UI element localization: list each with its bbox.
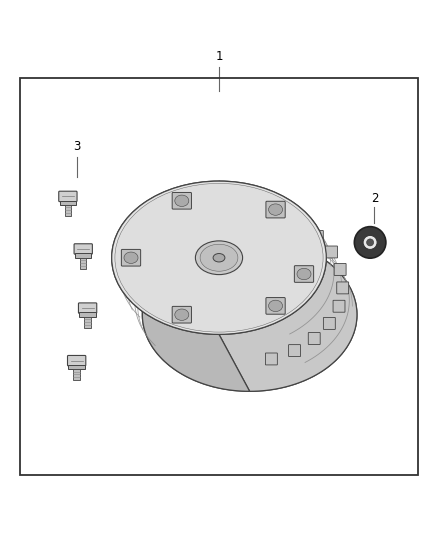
Ellipse shape (167, 221, 271, 295)
FancyBboxPatch shape (293, 218, 304, 230)
Ellipse shape (124, 252, 138, 263)
FancyBboxPatch shape (311, 230, 323, 243)
Ellipse shape (268, 300, 283, 312)
Ellipse shape (195, 241, 243, 274)
FancyBboxPatch shape (337, 282, 349, 294)
FancyBboxPatch shape (323, 318, 336, 329)
Ellipse shape (205, 248, 233, 268)
Bar (74, 369, 80, 381)
Ellipse shape (200, 244, 238, 271)
FancyBboxPatch shape (170, 215, 182, 227)
Ellipse shape (197, 242, 241, 273)
FancyBboxPatch shape (266, 201, 285, 218)
Text: 2: 2 (371, 192, 378, 205)
FancyBboxPatch shape (59, 191, 77, 201)
Ellipse shape (152, 210, 286, 305)
Ellipse shape (112, 181, 326, 334)
FancyBboxPatch shape (308, 333, 320, 344)
FancyBboxPatch shape (219, 203, 231, 215)
FancyBboxPatch shape (194, 207, 205, 219)
Ellipse shape (214, 254, 224, 261)
FancyBboxPatch shape (334, 263, 346, 276)
Ellipse shape (363, 236, 377, 249)
FancyBboxPatch shape (294, 265, 314, 282)
Bar (80, 257, 86, 269)
Text: 1: 1 (215, 50, 223, 63)
Polygon shape (75, 253, 92, 257)
FancyBboxPatch shape (289, 345, 300, 357)
Bar (65, 205, 71, 216)
Polygon shape (79, 312, 96, 317)
Polygon shape (60, 201, 76, 205)
Ellipse shape (175, 309, 189, 320)
Ellipse shape (189, 237, 249, 279)
Ellipse shape (142, 238, 357, 391)
Bar (85, 317, 91, 328)
Polygon shape (112, 181, 250, 391)
FancyBboxPatch shape (150, 227, 162, 239)
Ellipse shape (130, 194, 308, 321)
Text: 3: 3 (73, 140, 80, 152)
Ellipse shape (209, 251, 229, 264)
Ellipse shape (159, 215, 279, 300)
Ellipse shape (212, 253, 226, 263)
Ellipse shape (213, 254, 225, 262)
Ellipse shape (204, 247, 234, 268)
FancyBboxPatch shape (78, 303, 97, 313)
Ellipse shape (268, 204, 283, 215)
Ellipse shape (354, 227, 386, 258)
FancyBboxPatch shape (67, 356, 86, 366)
FancyBboxPatch shape (265, 353, 277, 365)
Ellipse shape (174, 226, 264, 289)
FancyBboxPatch shape (325, 246, 338, 258)
FancyBboxPatch shape (270, 209, 282, 221)
FancyBboxPatch shape (172, 192, 191, 209)
Polygon shape (68, 365, 85, 369)
FancyBboxPatch shape (172, 306, 191, 323)
Ellipse shape (175, 195, 189, 206)
FancyBboxPatch shape (121, 249, 141, 266)
FancyBboxPatch shape (245, 204, 257, 216)
Ellipse shape (182, 231, 256, 284)
FancyBboxPatch shape (266, 297, 285, 314)
Ellipse shape (115, 183, 323, 332)
Polygon shape (219, 181, 357, 391)
Ellipse shape (122, 189, 316, 327)
Ellipse shape (367, 239, 374, 246)
Ellipse shape (297, 268, 311, 280)
Ellipse shape (145, 205, 293, 311)
Ellipse shape (137, 199, 301, 316)
FancyBboxPatch shape (74, 244, 92, 254)
FancyBboxPatch shape (333, 300, 345, 312)
